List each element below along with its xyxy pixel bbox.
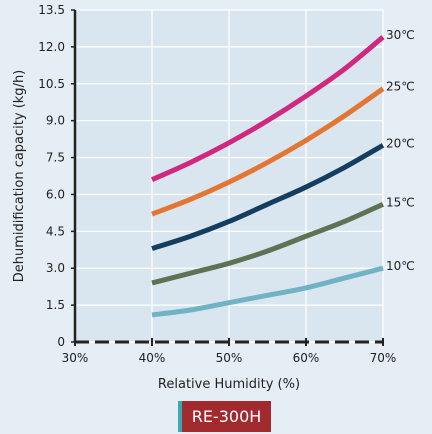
x-tick-label: 70% <box>370 351 397 365</box>
x-tick-label: 30% <box>62 351 89 365</box>
x-tick-label: 40% <box>139 351 166 365</box>
model-label: RE-300H <box>178 401 271 432</box>
legend-label: 30℃ <box>386 28 415 42</box>
legend-label: 20℃ <box>386 136 415 150</box>
series-line <box>151 143 385 251</box>
legend-label: 15℃ <box>386 195 415 209</box>
x-tick-label: 50% <box>216 351 243 365</box>
legend-leader <box>382 33 398 38</box>
y-tick-label: 12.0 <box>38 40 65 54</box>
y-tick-label: 6.0 <box>46 187 65 201</box>
y-tick-label: 4.5 <box>46 224 65 238</box>
series-line <box>151 86 385 217</box>
legend-leader <box>382 264 398 269</box>
legend-leader <box>382 85 398 90</box>
legend-leader <box>382 200 398 205</box>
legend-label: 10℃ <box>386 259 415 273</box>
y-axis-label: Dehumidification capacity (kg/h) <box>12 70 27 283</box>
x-tick-label: 60% <box>293 351 320 365</box>
y-tick-label: 1.5 <box>46 298 65 312</box>
series-line <box>151 201 385 286</box>
y-tick-label: 9.0 <box>46 114 65 128</box>
y-tick-label: 3.0 <box>46 261 65 275</box>
y-tick-label: 10.5 <box>38 77 65 91</box>
series-line <box>150 35 385 182</box>
series-line <box>151 265 384 318</box>
legend-leader <box>382 141 398 146</box>
y-tick-label: 0 <box>57 335 65 349</box>
y-tick-label: 13.5 <box>38 3 65 17</box>
x-axis-label: Relative Humidity (%) <box>158 377 300 392</box>
legend-label: 25℃ <box>386 80 415 94</box>
y-tick-label: 7.5 <box>46 151 65 165</box>
